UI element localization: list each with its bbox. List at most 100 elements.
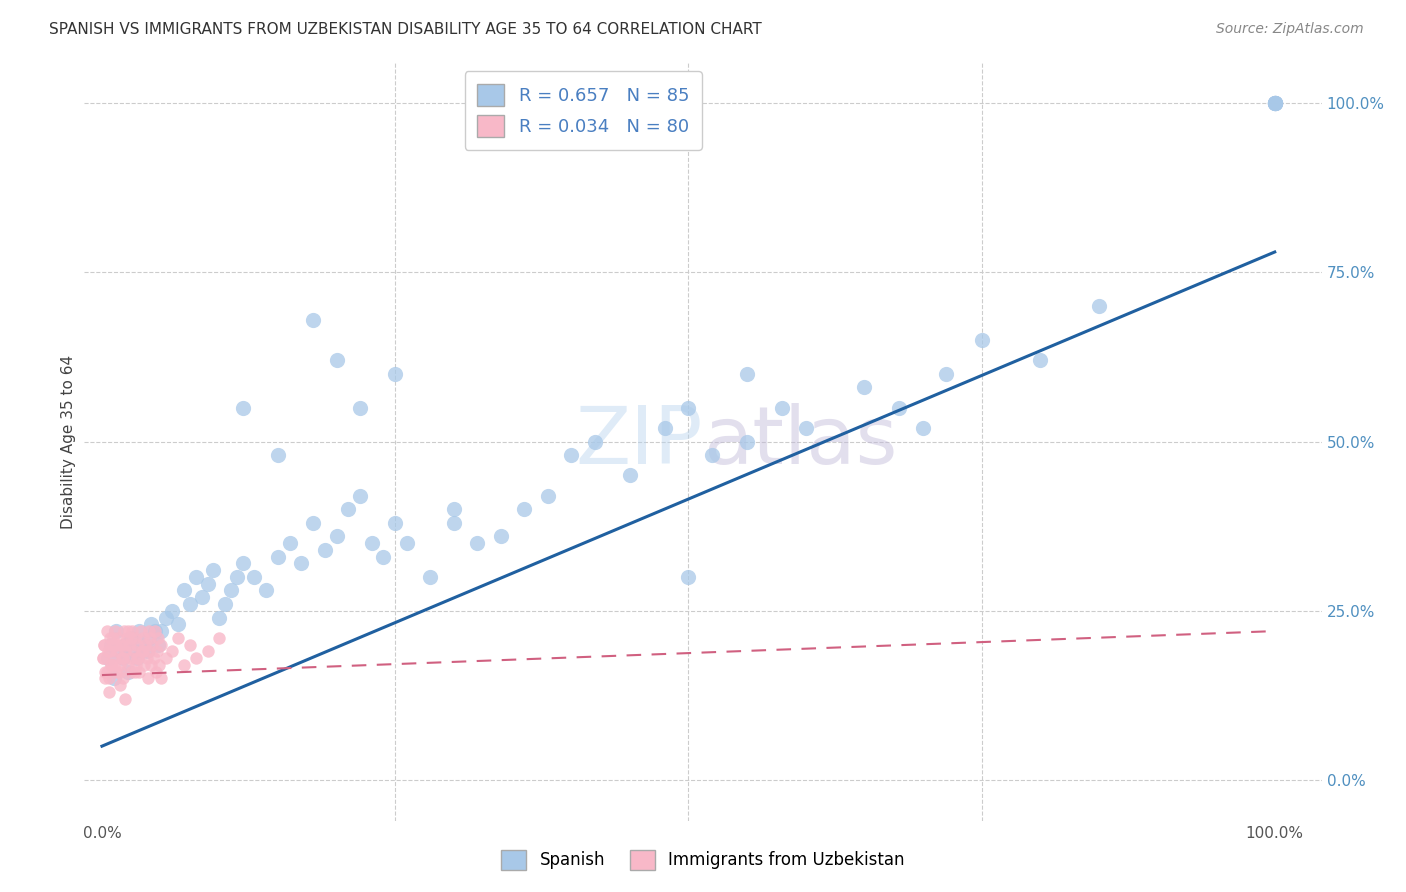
Point (134, 657, 156, 672)
Point (1264, 96, 1286, 111)
Point (911, 421, 934, 435)
Point (104, 624, 127, 639)
Point (143, 624, 166, 639)
Point (325, 353, 347, 368)
Point (232, 401, 254, 415)
Point (619, 468, 641, 483)
Point (103, 651, 125, 665)
Point (197, 644, 219, 658)
Point (149, 672, 172, 686)
Point (139, 631, 162, 645)
Point (149, 624, 172, 639)
Point (138, 624, 160, 639)
Point (349, 401, 371, 415)
Point (935, 367, 957, 381)
Point (314, 542, 336, 557)
Point (654, 421, 676, 435)
Point (97, 644, 120, 658)
Point (1264, 96, 1286, 111)
Point (127, 651, 149, 665)
Point (202, 563, 225, 577)
Point (162, 644, 184, 658)
Point (155, 610, 177, 624)
Point (96, 665, 118, 679)
Point (127, 651, 149, 665)
Point (443, 516, 465, 530)
Point (254, 583, 277, 598)
Point (162, 604, 184, 618)
Point (267, 549, 290, 564)
Point (112, 651, 135, 665)
Point (94, 672, 117, 686)
Point (108, 678, 131, 692)
Point (127, 651, 149, 665)
Point (93, 638, 115, 652)
Legend: R = 0.657   N = 85, R = 0.034   N = 80: R = 0.657 N = 85, R = 0.034 N = 80 (464, 71, 702, 150)
Point (290, 557, 312, 571)
Point (214, 597, 236, 611)
Point (98, 644, 121, 658)
Point (735, 367, 758, 381)
Point (101, 638, 124, 652)
Point (120, 631, 142, 645)
Point (124, 665, 146, 679)
Point (132, 638, 155, 652)
Point (103, 672, 125, 686)
Point (136, 672, 159, 686)
Point (98, 685, 121, 699)
Point (794, 421, 817, 435)
Point (124, 631, 146, 645)
Point (1088, 299, 1111, 313)
Point (148, 631, 170, 645)
Point (179, 638, 201, 652)
Point (302, 312, 325, 326)
Point (117, 624, 139, 639)
Point (105, 665, 128, 679)
Point (384, 516, 406, 530)
Point (122, 644, 145, 658)
Point (225, 570, 247, 584)
Point (146, 644, 169, 658)
Point (108, 657, 131, 672)
Point (118, 638, 141, 652)
Point (770, 401, 793, 415)
Point (97, 651, 120, 665)
Point (121, 624, 143, 639)
Point (1264, 96, 1286, 111)
Text: ZIP: ZIP (575, 402, 703, 481)
Point (337, 502, 360, 516)
Point (131, 644, 153, 658)
Point (105, 644, 128, 658)
Point (129, 624, 152, 639)
Point (184, 570, 207, 584)
Point (443, 502, 465, 516)
Point (108, 665, 131, 679)
Point (145, 665, 167, 679)
Point (208, 631, 231, 645)
Point (167, 631, 190, 645)
Point (141, 657, 163, 672)
Point (107, 631, 129, 645)
Point (143, 624, 166, 639)
Point (141, 638, 163, 652)
Point (93, 638, 115, 652)
Point (1029, 353, 1052, 368)
Point (105, 624, 128, 639)
Point (110, 638, 132, 652)
Point (128, 624, 150, 639)
Point (1264, 96, 1286, 111)
Point (173, 583, 195, 598)
Point (149, 638, 172, 652)
Point (219, 583, 242, 598)
Point (120, 651, 142, 665)
Legend: Spanish, Immigrants from Uzbekistan: Spanish, Immigrants from Uzbekistan (495, 843, 911, 877)
Point (141, 617, 163, 632)
Point (91, 651, 114, 665)
Point (142, 651, 165, 665)
Point (128, 665, 150, 679)
Point (155, 651, 177, 665)
Point (114, 638, 136, 652)
Point (134, 638, 156, 652)
Point (148, 657, 170, 672)
Point (98, 631, 121, 645)
